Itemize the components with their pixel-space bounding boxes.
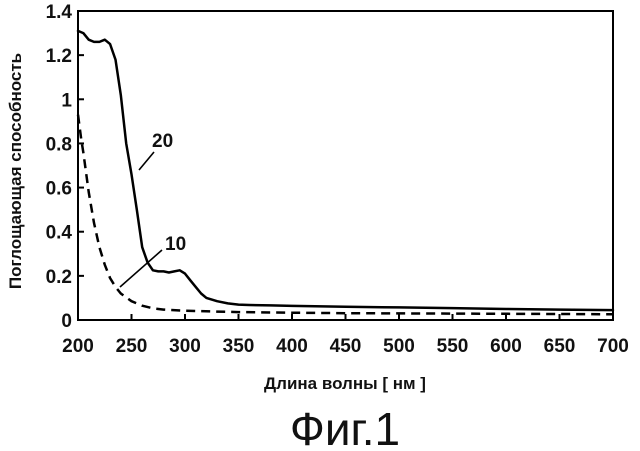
y-tick-label: 1 [61, 90, 72, 111]
annotation-leader-10 [120, 250, 162, 287]
y-tick-label: 0.6 [46, 179, 72, 200]
y-axis-label: Поглощающая способность [6, 53, 25, 289]
figure-caption: Фиг.1 [290, 403, 400, 451]
x-tick-label: 700 [597, 336, 629, 357]
series-layer [78, 31, 613, 314]
x-tick-label: 350 [223, 336, 255, 357]
x-tick-label: 600 [490, 336, 522, 357]
y-axis-title-group: Поглощающая способность [6, 53, 25, 289]
y-tick-label: 0 [61, 311, 72, 332]
y-tick-label: 0.8 [46, 134, 72, 155]
y-tick-label: 0.4 [46, 223, 73, 244]
x-tick-label: 250 [116, 336, 148, 357]
x-tick-label: 550 [437, 336, 469, 357]
x-tick-label: 400 [276, 336, 308, 357]
annotation-leader-20 [139, 152, 154, 170]
series-line-20 [78, 31, 613, 310]
x-tick-label: 500 [383, 336, 415, 357]
x-tick-label: 650 [544, 336, 576, 357]
x-tick-label: 300 [169, 336, 201, 357]
x-tick-label: 450 [330, 336, 362, 357]
curve-label-20: 20 [152, 131, 173, 152]
x-tick-label: 200 [62, 336, 94, 357]
annotation-layer: 2010 [120, 131, 186, 287]
plot-frame [78, 11, 613, 320]
y-tick-label: 1.4 [46, 2, 73, 23]
y-tick-label: 0.2 [46, 267, 72, 288]
curve-label-10: 10 [165, 234, 186, 255]
x-axis-label: Длина волны [ нм ] [264, 374, 426, 393]
y-tick-label: 1.2 [46, 46, 72, 67]
